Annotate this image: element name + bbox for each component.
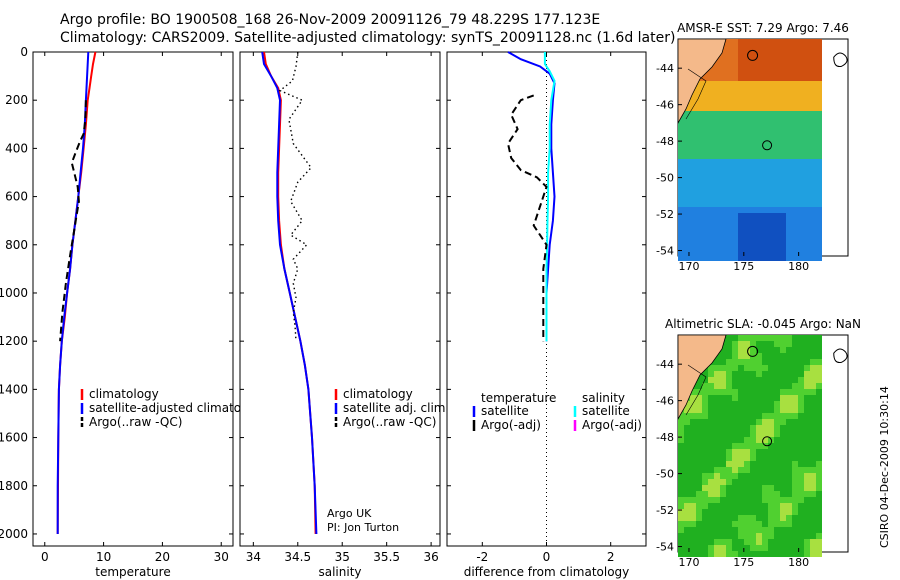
temp-xlabel: temperature [95,565,170,579]
temp-legend-label: climatology [89,387,159,401]
depth-tick-label: 2000 [0,527,28,541]
sla-map-title: Altimetric SLA: -0.045 Argo: NaN [665,317,861,331]
diff-legend-title-salinity: salinity [582,391,625,405]
depth-tick-label: 800 [5,238,28,252]
sst-lon-tick-label: 180 [788,260,809,273]
depth-tick-label: 600 [5,190,28,204]
pi-label: PI: Jon Turton [327,521,400,534]
sla-lat-tick-label: -52 [656,504,674,517]
temp-series-argo-raw-qc- [59,100,87,342]
sla-lon-tick-label: 170 [678,556,699,569]
depth-tick-label: 1400 [0,382,28,396]
sla-land-new-zealand [677,334,727,421]
temp-xtick-label: 30 [214,550,229,564]
sal-legend-label: climatology [343,387,413,401]
sal-xtick-label: 34 [246,550,261,564]
depth-tick-label: 1800 [0,479,28,493]
sal-xtick-label: 36 [423,550,438,564]
diff-series-temperature-argo-adj- [506,94,548,342]
diff-series-salinity-satellite [543,52,556,342]
sal-xtick-label: 34.5 [284,550,311,564]
diff-legend-label: satellite [582,404,630,418]
temp-xtick-label: 10 [96,550,111,564]
sla-lon-tick-label: 180 [788,556,809,569]
sla-lat-tick-label: -50 [656,468,674,481]
sla-contour-line [685,364,707,416]
depth-tick-label: 1600 [0,431,28,445]
sst-field-grid [678,39,822,261]
sla-lat-tick-label: -44 [656,358,674,371]
sal-xtick-label: 35 [335,550,350,564]
diff-xtick-label: -2 [476,550,488,564]
sst-lat-tick-label: -48 [656,135,674,148]
argo-program-label: Argo UK [327,507,372,520]
sst-land-new-zealand [677,38,727,125]
sst-island-chatham [747,49,759,61]
sla-lat-tick-label: -54 [656,541,674,554]
temp-xtick-label: 0 [41,550,49,564]
depth-tick-label: 0 [20,45,28,59]
sal-axes-frame [239,51,441,547]
profile-title: Argo profile: BO 1900508_168 26-Nov-2009… [60,12,601,28]
temp-legend-label: satellite-adjusted climatology [89,401,267,415]
sst-lon-tick-label: 175 [733,260,754,273]
sla-lat-tick-label: -46 [656,395,674,408]
depth-tick-label: 1000 [0,286,28,300]
diff-legend-label: satellite [481,404,529,418]
sst-argo-position-marker [762,140,773,151]
sal-legend-label: satellite adj. clim. [343,401,449,415]
sla-argo-position-marker [762,436,773,447]
sst-lat-tick-label: -46 [656,99,674,112]
sst-lat-tick-label: -50 [656,172,674,185]
depth-tick-label: 400 [5,141,28,155]
sst-lon-tick-label: 170 [678,260,699,273]
sla-island-chatham [747,345,759,357]
depth-tick-label: 1200 [0,334,28,348]
timestamp-stamp: CSIRO 04-Dec-2009 10:30:14 [878,386,891,548]
sst-map-title: AMSR-E SST: 7.29 Argo: 7.46 [677,21,849,35]
sla-lon-tick-label: 175 [733,556,754,569]
sst-lat-tick-label: -44 [656,62,674,75]
diff-xtick-label: 2 [607,550,615,564]
temp-legend-label: Argo(..raw -QC) [89,415,182,429]
diff-xtick-label: 0 [543,550,551,564]
sst-lat-tick-label: -52 [656,208,674,221]
sal-legend-label: Argo(..raw -QC) [343,415,436,429]
temp-xtick-label: 20 [155,550,170,564]
sla-island-outline [833,348,848,364]
sal-xtick-label: 35.5 [373,550,400,564]
sal-series-argo-raw-qc- [278,51,313,342]
sal-series-satellite-adj-clim- [261,51,318,535]
sal-xlabel: salinity [318,565,361,579]
sst-contour-line [685,68,707,120]
diff-legend-label: Argo(-adj) [582,418,642,432]
diff-legend-title-temperature: temperature [481,391,556,405]
sla-lat-tick-label: -48 [656,431,674,444]
sst-lat-tick-label: -54 [656,245,674,258]
depth-tick-label: 200 [5,93,28,107]
diff-xlabel: difference from climatology [464,565,630,579]
diff-legend-label: Argo(-adj) [481,418,541,432]
sst-island-outline [833,52,848,68]
sla-field-grid [678,335,822,557]
climatology-subtitle: Climatology: CARS2009. Satellite-adjuste… [60,30,676,46]
